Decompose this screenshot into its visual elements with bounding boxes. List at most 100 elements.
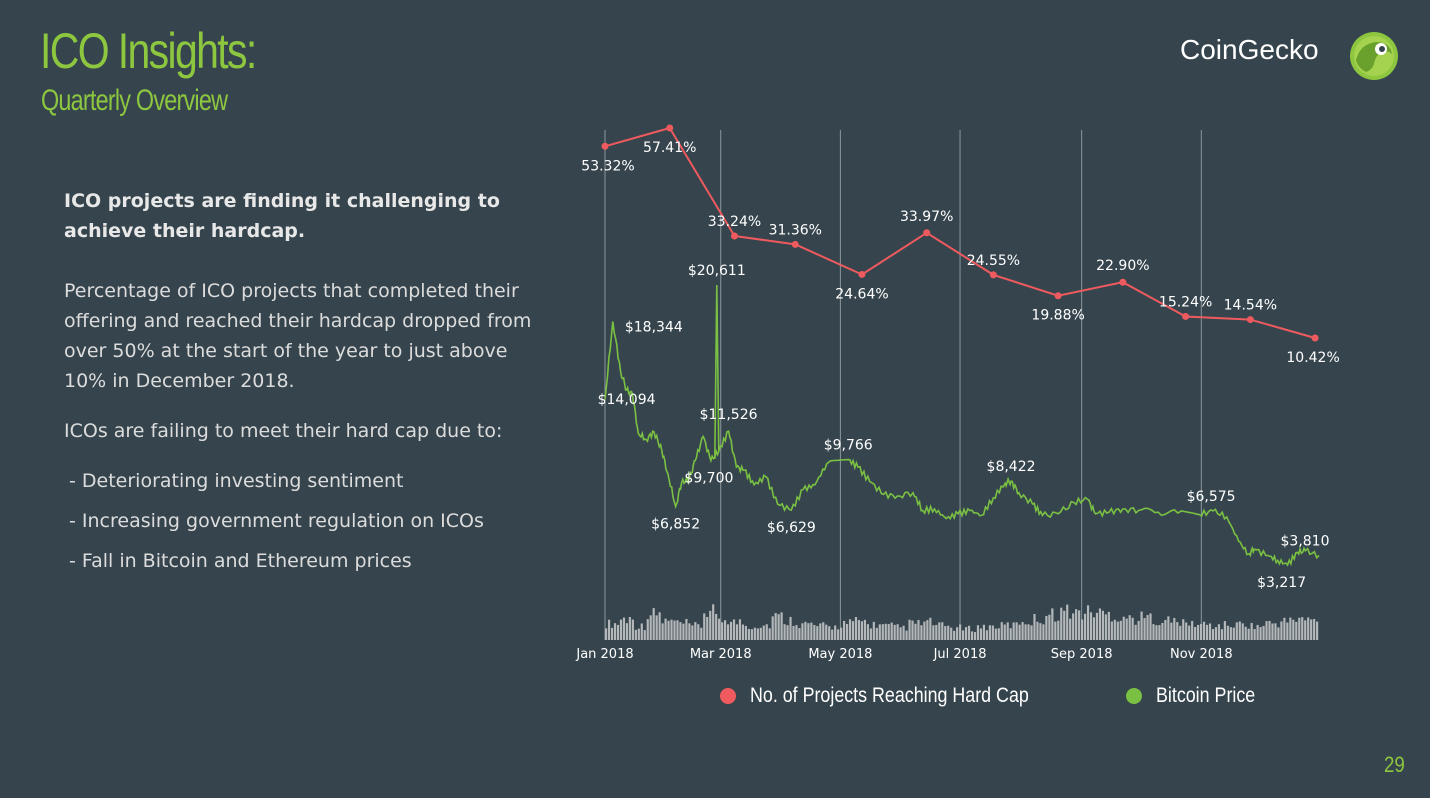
- volume-bar: [875, 627, 878, 640]
- volume-bar: [715, 613, 718, 640]
- bitcoin-data-label: $18,344: [625, 319, 683, 335]
- hardcap-data-label: 14.54%: [1224, 298, 1277, 314]
- hardcap-point[interactable]: [1246, 316, 1254, 324]
- bitcoin-price-line: [604, 321, 1320, 567]
- volume-bar: [1089, 612, 1093, 640]
- x-tick-label: Mar 2018: [690, 647, 752, 662]
- volume-bar: [941, 622, 944, 640]
- volume-bar: [768, 628, 771, 640]
- legend-item-bitcoin[interactable]: Bitcoin Price: [1126, 684, 1273, 708]
- volume-bar: [1101, 610, 1104, 640]
- volume-bar: [1295, 621, 1298, 640]
- volume-bar: [658, 612, 661, 640]
- volume-bar: [1030, 625, 1033, 640]
- volume-bar: [932, 625, 935, 640]
- chart-legend: No. of Projects Reaching Hard Cap Bitcoi…: [720, 684, 1321, 708]
- volume-bar: [863, 619, 866, 640]
- volume-bar: [810, 622, 813, 640]
- hardcap-point[interactable]: [1119, 278, 1127, 286]
- volume-bar: [789, 616, 792, 640]
- volume-bar: [777, 614, 780, 640]
- bitcoin-data-label: $3,810: [1281, 533, 1330, 549]
- hardcap-point[interactable]: [666, 124, 674, 132]
- volume-bar: [1042, 624, 1045, 640]
- volume-bar: [1232, 627, 1235, 640]
- volume-bar: [1060, 607, 1063, 640]
- hardcap-point[interactable]: [1182, 312, 1190, 320]
- hardcap-point[interactable]: [1311, 334, 1319, 342]
- volume-bar: [1280, 621, 1283, 640]
- volume-bar: [1086, 605, 1090, 640]
- volume-bar: [1107, 611, 1110, 640]
- volume-bar: [634, 629, 637, 640]
- volume-bar: [712, 604, 715, 640]
- volume-bar: [962, 630, 965, 640]
- volume-bar: [1271, 623, 1274, 640]
- hardcap-point[interactable]: [791, 240, 799, 248]
- volume-bar: [682, 623, 685, 640]
- volume-bar: [893, 624, 896, 640]
- volume-bar: [1238, 621, 1241, 640]
- volume-bar: [1179, 625, 1182, 640]
- volume-bar: [679, 622, 682, 640]
- hardcap-point[interactable]: [601, 142, 609, 150]
- volume-bar: [1182, 619, 1185, 640]
- volume-bar: [670, 619, 673, 640]
- volume-bar: [911, 620, 914, 640]
- volume-bar: [1170, 622, 1173, 640]
- volume-bar: [804, 621, 807, 640]
- lead-statement: ICO projects are finding it challenging …: [64, 190, 500, 242]
- volume-bar: [899, 627, 902, 640]
- volume-bar: [860, 621, 864, 640]
- hardcap-point[interactable]: [923, 229, 931, 237]
- summary-paragraph: Percentage of ICO projects that complete…: [64, 280, 532, 392]
- hardcap-point[interactable]: [730, 232, 738, 240]
- volume-bar: [735, 624, 739, 640]
- legend-item-hardcap[interactable]: No. of Projects Reaching Hard Cap: [720, 684, 1078, 708]
- volume-bar: [1104, 614, 1107, 640]
- volume-bar: [762, 625, 765, 640]
- hardcap-point[interactable]: [1054, 292, 1062, 300]
- volume-bar: [1063, 610, 1066, 640]
- volume-bar: [616, 624, 620, 640]
- volume-bar: [1194, 626, 1197, 640]
- volume-bar: [1217, 624, 1221, 640]
- volume-bar: [1027, 624, 1030, 640]
- brand-name: CoinGecko: [1180, 34, 1319, 65]
- volume-bar: [605, 628, 608, 640]
- volume-bar: [1226, 625, 1229, 640]
- volume-bar: [923, 621, 926, 640]
- volume-bar: [765, 624, 768, 640]
- volume-bar: [1054, 621, 1057, 640]
- volume-bar: [607, 619, 611, 640]
- volume-bar: [1000, 622, 1003, 640]
- volume-bar: [640, 623, 643, 640]
- volume-bar: [872, 621, 875, 640]
- volume-bar: [926, 620, 929, 640]
- x-tick-label: Nov 2018: [1170, 647, 1233, 662]
- volume-bar: [1155, 625, 1158, 640]
- volume-bar: [959, 624, 962, 640]
- volume-bar: [976, 625, 980, 640]
- volume-bar: [1208, 623, 1212, 640]
- hardcap-point[interactable]: [858, 270, 866, 278]
- volume-bar: [816, 626, 819, 640]
- volume-bar: [729, 621, 733, 640]
- volume-bar: [1072, 613, 1075, 640]
- volume-bar: [1083, 613, 1087, 640]
- volume-bar: [1292, 619, 1295, 640]
- volume-bar: [697, 624, 700, 640]
- volume-bar: [851, 621, 855, 640]
- volume-bar: [1316, 621, 1319, 640]
- bitcoin-data-label: $20,611: [688, 263, 746, 279]
- volume-bar: [718, 618, 721, 640]
- volume-bar: [822, 622, 825, 640]
- volume-bar: [625, 623, 628, 640]
- volume-bar: [622, 617, 626, 640]
- volume-bar: [1164, 619, 1167, 640]
- volume-bar: [1289, 617, 1292, 640]
- hardcap-point[interactable]: [989, 271, 997, 279]
- volume-bar: [738, 619, 742, 640]
- reason-item: - Increasing government regulation on IC…: [69, 510, 484, 532]
